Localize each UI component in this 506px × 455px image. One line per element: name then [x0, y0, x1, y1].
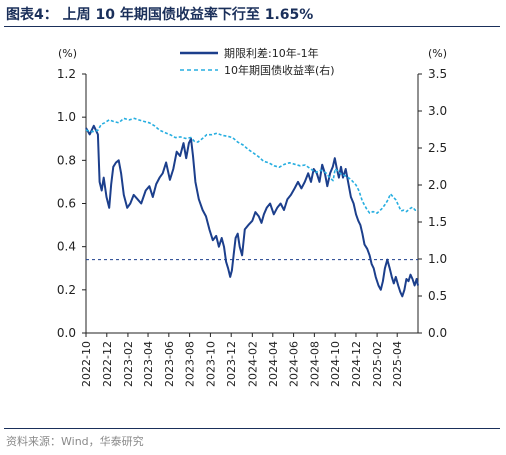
right-tick-label: 3.0 [428, 104, 447, 118]
legend-label: 期限利差:10年-1年 [224, 46, 319, 60]
x-tick-label: 2024-10 [329, 341, 342, 387]
left-axis-ticks: 0.0 0.2 0.4 0.6 0.8 1.0 1.2 [57, 67, 86, 340]
left-tick-label: 0.6 [57, 197, 76, 211]
x-tick-label: 2022-10 [80, 341, 93, 387]
source-note: 资料来源：Wind，华泰研究 [6, 435, 144, 448]
legend: 期限利差:10年-1年 10年期国债收益率(右) [180, 46, 335, 77]
right-tick-label: 1.5 [428, 215, 447, 229]
x-tick-label: 2023-02 [122, 341, 135, 387]
left-axis-unit: (%) [58, 47, 77, 60]
x-tick-label: 2024-04 [267, 341, 280, 387]
series-line-spread [85, 124, 419, 298]
x-tick-label: 2023-08 [184, 341, 197, 387]
right-tick-label: 2.0 [428, 178, 447, 192]
right-tick-label: 0.5 [428, 289, 447, 303]
x-tick-label: 2023-04 [142, 341, 155, 387]
left-tick-label: 0.2 [57, 283, 76, 297]
x-tick-label: 2024-12 [350, 341, 363, 387]
chart-canvas: 0.0 0.2 0.4 0.6 0.8 1.0 1.2 0.0 0.5 1.0 1.5 2.0 2.5… [57, 46, 447, 387]
x-tick-label: 2023-12 [225, 341, 238, 387]
plot-frame [85, 74, 419, 334]
chart-title: 图表4： 上周 10 年期国债收益率下行至 1.65% [6, 7, 314, 23]
left-tick-label: 0.0 [57, 326, 76, 340]
left-tick-label: 0.8 [57, 153, 76, 167]
x-tick-label: 2024-08 [308, 341, 321, 387]
right-tick-label: 2.5 [428, 141, 447, 155]
title-divider [4, 26, 500, 27]
x-tick-label: 2024-06 [288, 341, 301, 387]
right-tick-label: 3.5 [428, 67, 447, 81]
x-tick-label: 2022-12 [101, 341, 114, 387]
right-tick-label: 1.0 [428, 252, 447, 266]
x-axis-ticks: 2022-10 2022-12 2023-02 2023-04 2023-06 2023-… [80, 333, 404, 387]
series-line-yield10 [85, 117, 419, 214]
x-tick-label: 2025-04 [391, 341, 404, 387]
left-tick-label: 0.4 [57, 240, 76, 254]
x-tick-label: 2025-02 [371, 341, 384, 387]
right-axis-ticks: 0.0 0.5 1.0 1.5 2.0 2.5 3.0 3.5 [418, 67, 447, 340]
left-tick-label: 1.2 [57, 67, 76, 81]
series-lines [85, 117, 419, 298]
legend-label: 10年期国债收益率(右) [224, 63, 335, 77]
x-tick-label: 2023-10 [204, 341, 217, 387]
x-tick-label: 2023-06 [163, 341, 176, 387]
right-tick-label: 0.0 [428, 326, 447, 340]
left-tick-label: 1.0 [57, 110, 76, 124]
source-divider [4, 428, 500, 429]
x-tick-label: 2024-02 [246, 341, 259, 387]
right-axis-unit: (%) [428, 47, 447, 60]
